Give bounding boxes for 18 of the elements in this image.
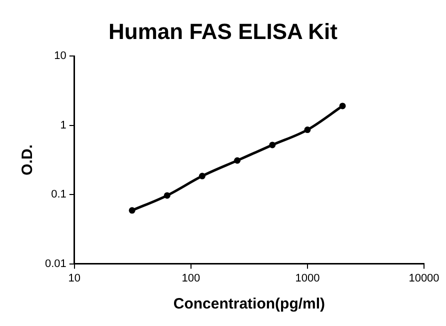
x-tick-label: 10000 xyxy=(408,272,440,284)
chart-title: Human FAS ELISA Kit xyxy=(108,19,338,44)
x-tick-label: 1000 xyxy=(295,272,320,284)
y-tick-label: 10 xyxy=(54,50,66,62)
point xyxy=(234,157,241,164)
point xyxy=(128,207,136,214)
y-axis-title: O.D. xyxy=(19,144,36,176)
point xyxy=(269,142,276,148)
x-axis-title: Concentration(pg/ml) xyxy=(173,296,326,313)
x-tick-label: 100 xyxy=(182,272,200,284)
point xyxy=(339,102,346,110)
point xyxy=(198,172,206,180)
y-tick-label: 0.01 xyxy=(44,258,66,270)
y-tick-label: 0.1 xyxy=(51,188,66,201)
point xyxy=(164,192,170,199)
x-tick-label: 10 xyxy=(68,272,81,284)
y-tick-label: 1 xyxy=(60,119,66,132)
point xyxy=(304,126,311,134)
